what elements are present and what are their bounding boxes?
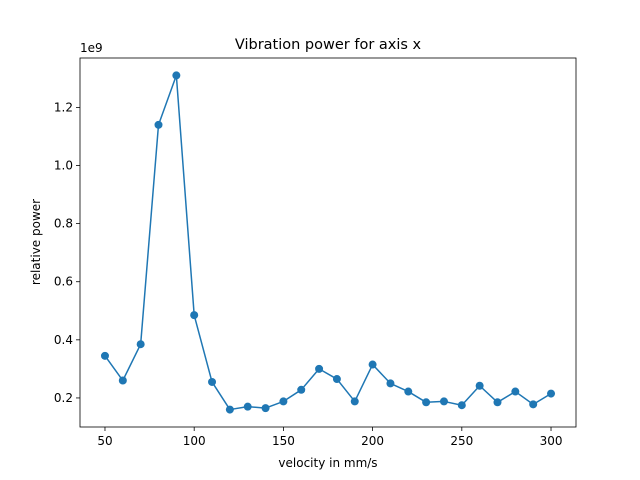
x-tick-label: 200 [361,434,384,448]
x-tick-label: 150 [272,434,295,448]
data-point [208,377,217,386]
data-point [118,376,127,385]
data-point [422,398,431,407]
chart-title: Vibration power for axis x [235,37,422,53]
data-point [225,405,234,414]
data-point [386,379,395,388]
data-point [368,360,377,369]
plot-frame [79,57,577,428]
y-axis-label: relative power [29,199,43,285]
data-point [511,387,520,396]
data-point [315,364,324,373]
data-point [457,401,466,410]
x-tick-label: 50 [97,434,112,448]
data-point [261,404,270,413]
series-line [104,74,552,411]
data-point [243,402,252,411]
data-point [493,398,502,407]
y-tick-label: 1.2 [54,100,73,114]
data-point [439,397,448,406]
x-tick-label: 250 [450,434,473,448]
x-tick-label: 100 [183,434,206,448]
data-point [154,120,163,129]
ticks: 50 100 150 200 250 300 0.2 0.4 0.6 0.8 1.0 1.2 [54,100,563,448]
data-point [100,351,109,360]
y-tick-label: 0.6 [54,275,73,289]
y-tick-label: 1.0 [54,159,73,173]
data-point [297,385,306,394]
y-tick-label: 0.4 [54,333,73,347]
x-axis-label: velocity in mm/s [278,456,377,470]
data-point [279,397,288,406]
y-tick-label: 0.8 [54,217,73,231]
data-point [475,381,484,390]
plot-area [80,58,576,427]
y-offset-label: 1e9 [80,41,103,55]
y-tick-label: 0.2 [54,391,73,405]
data-point [136,340,145,349]
data-point [547,389,556,398]
data-point [332,375,341,384]
data-point [172,71,181,80]
data-point [404,387,413,396]
x-tick-label: 300 [540,434,563,448]
data-point [529,400,538,409]
series [100,71,556,414]
data-point [190,311,199,320]
data-point [350,397,359,406]
